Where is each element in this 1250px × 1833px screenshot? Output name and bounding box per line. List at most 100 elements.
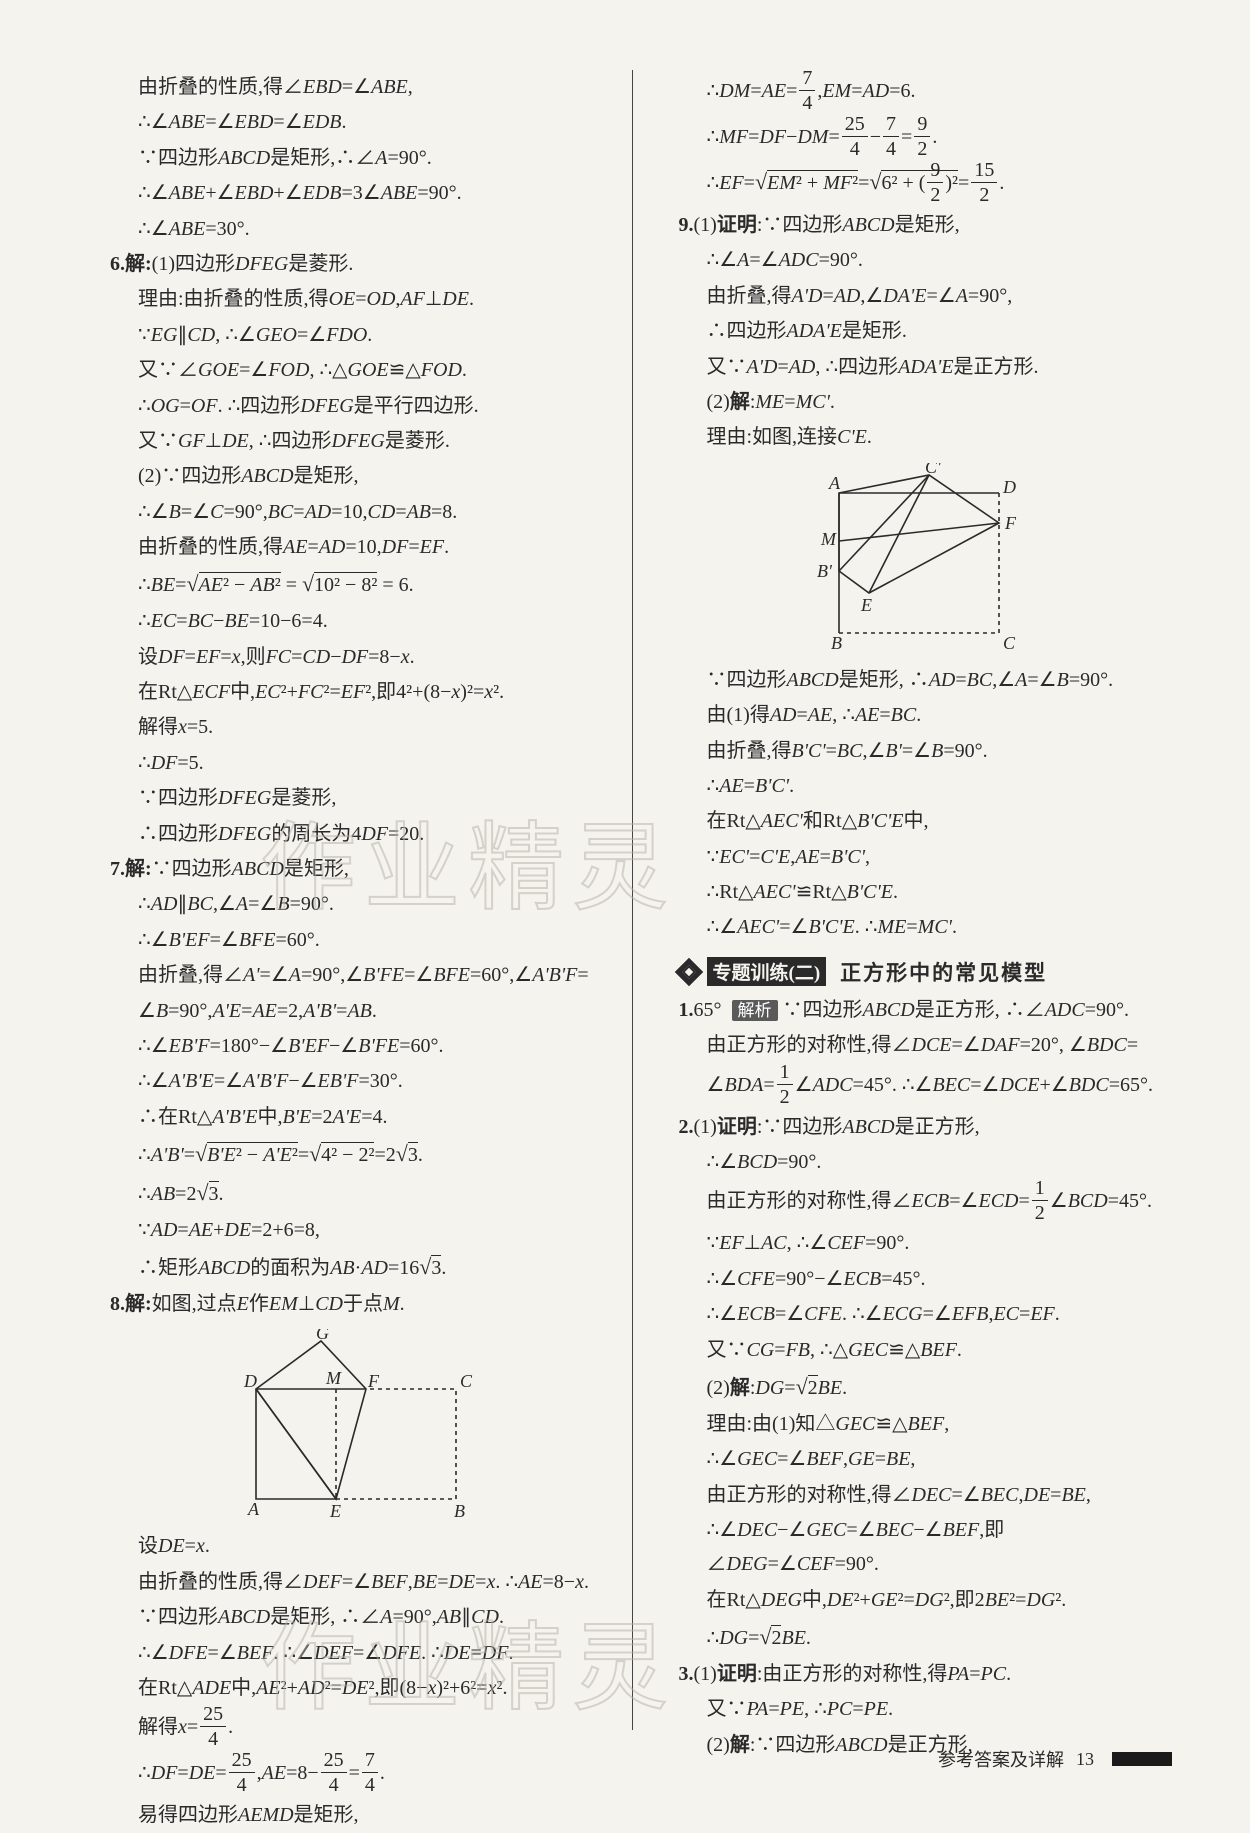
figure-problem-8: G D M F C A E B	[226, 1329, 486, 1519]
svg-text:F: F	[367, 1371, 380, 1391]
text-line: ∴DM=AE=74,EM=AD=6.	[679, 70, 1171, 115]
text-line: ∠B=90°,A'E=AE=2,A'B'=AB.	[110, 994, 602, 1028]
text-line: ∴∠EB'F=180°−∠B'EF−∠B'FE=60°.	[110, 1029, 602, 1063]
text-line: ∴OG=OF. ∴四边形DFEG是平行四边形.	[110, 389, 602, 423]
text-line: 在Rt△AEC'和Rt△B'C'E中,	[679, 804, 1171, 838]
text-line: ∴∠DEC−∠GEC=∠BEC−∠BEF,即∠DEG=∠CEF=90°.	[679, 1513, 1171, 1582]
text-line: 又∵GF⊥DE, ∴四边形DFEG是菱形.	[110, 424, 602, 458]
text-line: (2)解:ME=MC'.	[679, 385, 1171, 419]
sec-problem-1: 1.65° 解析 ∵四边形ABCD是正方形, ∴∠ADC=90°.	[679, 993, 1171, 1027]
right-column: ∴DM=AE=74,EM=AD=6.∴MF=DF−DM=254−74=92.∴E…	[671, 70, 1171, 1730]
svg-text:E: E	[860, 595, 872, 615]
text-line: ∴∠B=∠C=90°,BC=AD=10,CD=AB=8.	[110, 495, 602, 529]
text-line: ∴∠ABE+∠EBD+∠EDB=3∠ABE=90°.	[110, 176, 602, 210]
svg-text:B: B	[831, 633, 842, 653]
text-line: 由折叠的性质,得∠DEF=∠BEF,BE=DE=x. ∴AE=8−x.	[110, 1565, 602, 1599]
text-line: 由折叠的性质,得∠EBD=∠ABE,	[110, 70, 602, 104]
text-line: ∴∠ABE=∠EBD=∠EDB.	[110, 105, 602, 139]
text-line: ∴AE=B'C'.	[679, 769, 1171, 803]
text-line: 设DE=x.	[110, 1529, 602, 1563]
page-number: 13	[1076, 1749, 1094, 1770]
text-line: 解得x=5.	[110, 710, 602, 744]
left-column: 由折叠的性质,得∠EBD=∠ABE,∴∠ABE=∠EBD=∠EDB.∵四边形AB…	[110, 70, 633, 1730]
text-line: ∴∠A=∠ADC=90°.	[679, 243, 1171, 277]
text-line: ∴四边形ADA'E是矩形.	[679, 314, 1171, 348]
svg-text:A: A	[247, 1499, 260, 1519]
section-title: 正方形中的常见模型	[840, 957, 1047, 987]
text-line: 由折叠,得B'C'=BC,∠B'=∠B=90°.	[679, 734, 1171, 768]
text-line: 由正方形的对称性,得∠ECB=∠ECD=12∠BCD=45°.	[679, 1180, 1171, 1225]
svg-text:M: M	[325, 1368, 342, 1388]
text-line: 理由:由折叠的性质,得OE=OD,AF⊥DE.	[110, 282, 602, 316]
problem-6-head: 6.解:(1)四边形DFEG是菱形.	[110, 247, 602, 281]
text-line: ∴∠DFE=∠BEF. ∴∠DEF=∠DFE. ∴DE=DF.	[110, 1636, 602, 1670]
text-line: ∴BE=√AE² − AB² = √10² − 8² = 6.	[110, 565, 602, 603]
text-line: ∴DF=5.	[110, 746, 602, 780]
section-icon	[674, 958, 702, 986]
text-line: ∴AB=2√3.	[110, 1174, 602, 1212]
text-line: ∴A'B'=√B'E² − A'E²=√4² − 2²=2√3.	[110, 1135, 602, 1173]
text-line: (2)解:DG=√2BE.	[679, 1368, 1171, 1406]
footer-bar	[1112, 1752, 1172, 1766]
text-line: 理由:由(1)知△GEC≌△BEF,	[679, 1407, 1171, 1441]
text-line: ∴矩形ABCD的面积为AB·AD=16√3.	[110, 1248, 602, 1286]
text-line: ∵四边形ABCD是矩形, ∴AD=BC,∠A=∠B=90°.	[679, 663, 1171, 697]
text-line: (2)∵四边形ABCD是矩形,	[110, 459, 602, 493]
text-line: 又∵CG=FB, ∴△GEC≌△BEF.	[679, 1333, 1171, 1367]
text-line: 由折叠的性质,得AE=AD=10,DF=EF.	[110, 530, 602, 564]
text-line: ∴DF=DE=254,AE=8−254=74.	[110, 1752, 602, 1797]
sec-problem-3: 3.(1)证明:由正方形的对称性,得PA=PC.	[679, 1657, 1171, 1691]
text-line: ∴EF=√EM² + MF²=√6² + (92)²=152.	[679, 162, 1171, 207]
section-label: 专题训练(二)	[707, 957, 827, 986]
text-line: ∴∠ECB=∠CFE. ∴∠ECG=∠EFB,EC=EF.	[679, 1297, 1171, 1331]
footer-text: 参考答案及详解	[938, 1746, 1064, 1772]
text-line: ∴四边形DFEG的周长为4DF=20.	[110, 817, 602, 851]
text-line: ∵EF⊥AC, ∴∠CEF=90°.	[679, 1226, 1171, 1260]
text-line: ∴在Rt△A'B'E中,B'E=2A'E=4.	[110, 1100, 602, 1134]
problem-7-head: 7.解:∵四边形ABCD是矩形,	[110, 852, 602, 886]
text-line: ∴∠ABE=30°.	[110, 212, 602, 246]
text-line: ∴DG=√2BE.	[679, 1618, 1171, 1656]
svg-text:C: C	[460, 1371, 473, 1391]
text-line: 设DF=EF=x,则FC=CD−DF=8−x.	[110, 640, 602, 674]
text-line: ∴AD∥BC,∠A=∠B=90°.	[110, 887, 602, 921]
text-line: ∴∠B'EF=∠BFE=60°.	[110, 923, 602, 957]
text-line: 解得x=254.	[110, 1706, 602, 1751]
text-line: ∵EG∥CD, ∴∠GEO=∠FDO.	[110, 318, 602, 352]
text-line: ∴∠A'B'E=∠A'B'F−∠EB'F=30°.	[110, 1064, 602, 1098]
text-line: ∴EC=BC−BE=10−6=4.	[110, 604, 602, 638]
svg-text:B: B	[454, 1501, 465, 1519]
text-line: 由(1)得AD=AE, ∴AE=BC.	[679, 698, 1171, 732]
text-line: ∴Rt△AEC'≌Rt△B'C'E.	[679, 875, 1171, 909]
svg-text:F: F	[1004, 513, 1017, 533]
problem-8-head: 8.解:如图,过点E作EM⊥CD于点M.	[110, 1287, 602, 1321]
text-line: ∴∠BCD=90°.	[679, 1145, 1171, 1179]
svg-text:E: E	[329, 1501, 341, 1519]
text-line: ∠BDA=12∠ADC=45°. ∴∠BEC=∠DCE+∠BDC=65°.	[679, 1064, 1171, 1109]
text-line: 又∵∠GOE=∠FOD, ∴△GOE≌△FOD.	[110, 353, 602, 387]
text-line: 理由:如图,连接C'E.	[679, 420, 1171, 454]
svg-text:A: A	[828, 473, 841, 493]
text-line: 由正方形的对称性,得∠DEC=∠BEC,DE=BE,	[679, 1478, 1171, 1512]
text-line: 易得四边形AEMD是矩形,	[110, 1798, 602, 1832]
svg-text:B': B'	[817, 561, 833, 581]
text-line: 又∵PA=PE, ∴PC=PE.	[679, 1692, 1171, 1726]
text-line: ∵四边形DFEG是菱形,	[110, 781, 602, 815]
text-line: ∵四边形ABCD是矩形,∴∠A=90°.	[110, 141, 602, 175]
problem-9-head: 9.(1)证明:∵四边形ABCD是矩形,	[679, 208, 1171, 242]
text-line: 又∵A'D=AD, ∴四边形ADA'E是正方形.	[679, 350, 1171, 384]
text-line: ∴∠CFE=90°−∠ECB=45°.	[679, 1262, 1171, 1296]
text-line: 在Rt△DEG中,DE²+GE²=DG²,即2BE²=DG².	[679, 1583, 1171, 1617]
text-line: 在Rt△ECF中,EC²+FC²=EF²,即4²+(8−x)²=x².	[110, 675, 602, 709]
svg-text:G: G	[316, 1329, 329, 1343]
svg-text:D: D	[1002, 477, 1016, 497]
section-header: 专题训练(二) 正方形中的常见模型	[679, 957, 1171, 987]
text-line: ∵AD=AE+DE=2+6=8,	[110, 1213, 602, 1247]
svg-text:M: M	[820, 529, 837, 549]
sec-problem-2: 2.(1)证明:∵四边形ABCD是正方形,	[679, 1110, 1171, 1144]
text-line: 由正方形的对称性,得∠DCE=∠DAF=20°, ∠BDC=	[679, 1028, 1171, 1062]
text-line: ∵EC'=C'E,AE=B'C',	[679, 840, 1171, 874]
svg-text:C: C	[1003, 633, 1016, 653]
svg-text:D: D	[243, 1371, 257, 1391]
text-line: ∴MF=DF−DM=254−74=92.	[679, 116, 1171, 161]
